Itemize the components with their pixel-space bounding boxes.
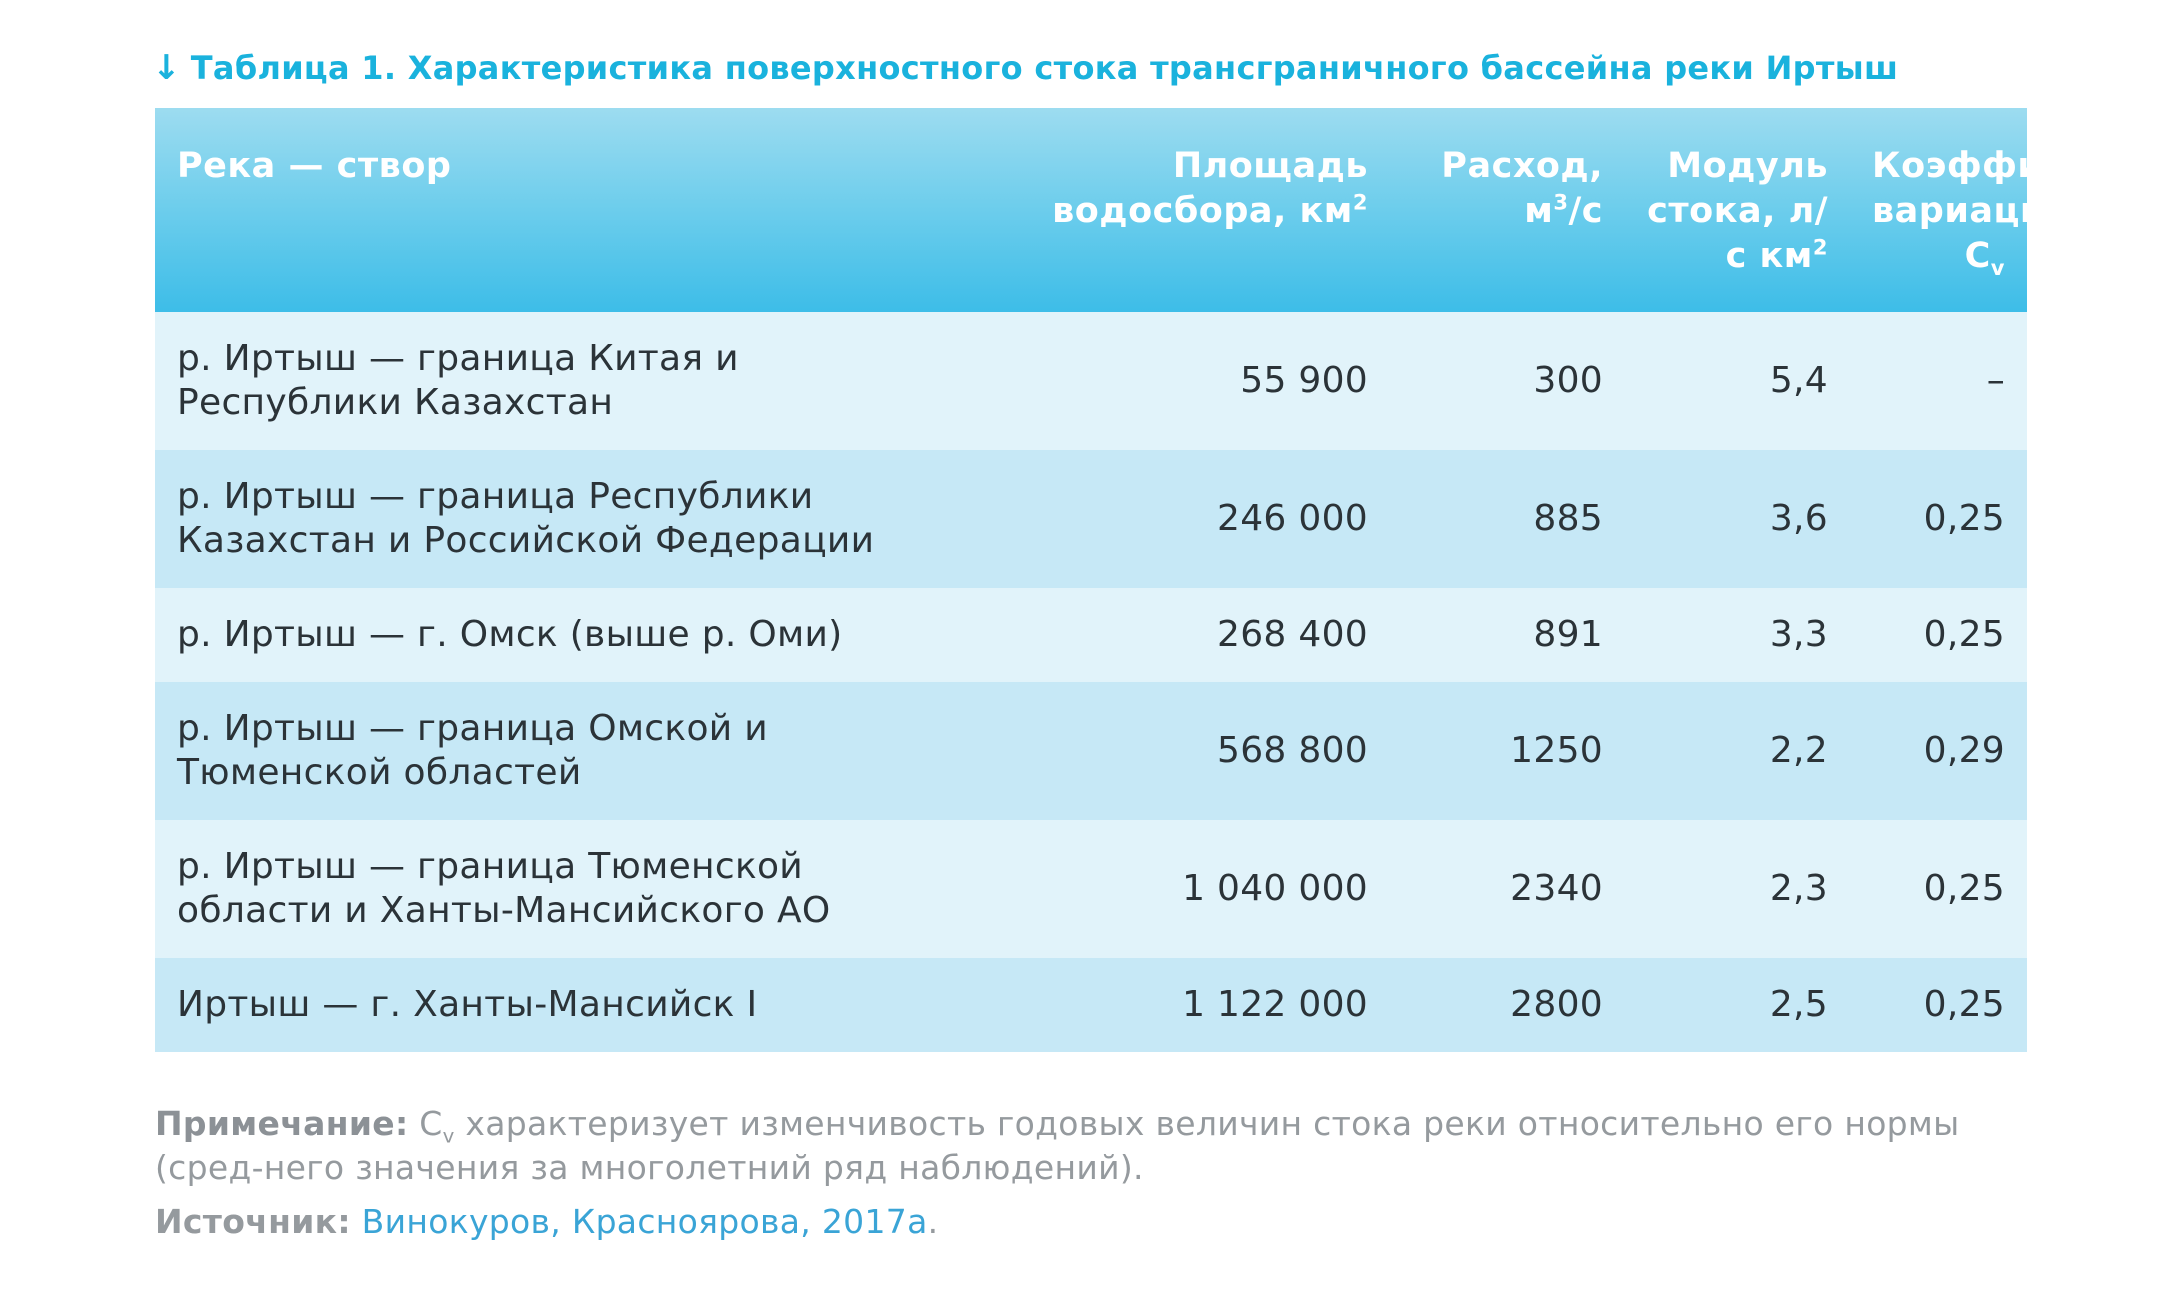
cell-flow: 1250 xyxy=(1510,730,1603,771)
cell-river: р. Иртыш — граница Тюменской области и Х… xyxy=(177,846,831,931)
footnote-label: Примечание: xyxy=(155,1104,409,1143)
table-body: р. Иртыш — граница Китая и Республики Ка… xyxy=(155,312,2027,1052)
cell-flow: 2340 xyxy=(1510,868,1603,909)
header-module: Модуль стока, л/с км2 xyxy=(1647,146,1828,276)
header-cv: Коэффициент вариации, Cv xyxy=(1872,146,2160,280)
header-row: Река — створ Площадь водосбора, км2 Расх… xyxy=(155,108,2160,312)
arrow-down-icon: ↓ xyxy=(152,48,181,88)
cell-cv: – xyxy=(1986,360,2005,401)
cell-area: 268 400 xyxy=(1217,614,1368,655)
table-row: р. Иртыш — граница Омской и Тюменской об… xyxy=(155,682,2027,820)
cell-river: р. Иртыш — граница Китая и Республики Ка… xyxy=(177,338,739,423)
cell-river: р. Иртыш — граница Омской и Тюменской об… xyxy=(177,708,768,793)
cell-module: 2,3 xyxy=(1769,868,1828,909)
cell-area: 55 900 xyxy=(1240,360,1368,401)
cell-flow: 2800 xyxy=(1510,984,1603,1025)
cell-flow: 891 xyxy=(1533,614,1603,655)
table-header: Река — створ Площадь водосбора, км2 Расх… xyxy=(155,108,2160,312)
table-row: р. Иртыш — граница Китая и Республики Ка… xyxy=(155,312,2027,450)
header-area: Площадь водосбора, км2 xyxy=(1052,146,1368,231)
caption-text: Таблица 1. Характеристика поверхностного… xyxy=(190,49,1899,87)
source-link[interactable]: Винокуров, Красноярова, 2017а xyxy=(361,1202,928,1241)
cell-cv: 0,25 xyxy=(1923,614,2005,655)
source-suffix: . xyxy=(927,1202,939,1241)
cell-river: р. Иртыш — граница Республики Казахстан … xyxy=(177,476,875,561)
cell-cv: 0,25 xyxy=(1923,498,2005,539)
data-table: Река — створ Площадь водосбора, км2 Расх… xyxy=(155,108,2160,1052)
cell-flow: 885 xyxy=(1533,498,1603,539)
cell-cv: 0,25 xyxy=(1923,868,2005,909)
cell-module: 5,4 xyxy=(1769,360,1828,401)
cell-area: 1 122 000 xyxy=(1182,984,1368,1025)
cell-cv: 0,25 xyxy=(1923,984,2005,1025)
table-row: р. Иртыш — граница Республики Казахстан … xyxy=(155,450,2027,588)
cell-area: 246 000 xyxy=(1217,498,1368,539)
cell-cv: 0,29 xyxy=(1923,730,2005,771)
cell-module: 2,5 xyxy=(1769,984,1828,1025)
source-line: Источник: Винокуров, Красноярова, 2017а. xyxy=(155,1200,2035,1244)
footnote: Примечание: Cv характеризует изменчивост… xyxy=(155,1102,2035,1190)
cv-symbol: Cv xyxy=(419,1104,455,1148)
cell-area: 1 040 000 xyxy=(1182,868,1368,909)
source-label: Источник: xyxy=(155,1202,351,1241)
cell-module: 3,3 xyxy=(1769,614,1828,655)
table-row: р. Иртыш — граница Тюменской области и Х… xyxy=(155,820,2027,958)
footnote-text: характеризует изменчивость годовых велич… xyxy=(155,1104,1960,1187)
table-row: р. Иртыш — г. Омск (выше р. Оми) 268 400… xyxy=(155,588,2027,682)
cell-module: 2,2 xyxy=(1769,730,1828,771)
header-river: Река — створ xyxy=(177,146,452,186)
header-flow: Расход, м3/с xyxy=(1441,146,1603,231)
cell-river: р. Иртыш — г. Омск (выше р. Оми) xyxy=(177,614,843,655)
cell-module: 3,6 xyxy=(1769,498,1828,539)
cell-flow: 300 xyxy=(1533,360,1603,401)
cell-area: 568 800 xyxy=(1217,730,1368,771)
table-caption: ↓ Таблица 1. Характеристика поверхностно… xyxy=(152,48,2052,88)
cell-river: Иртыш — г. Ханты-Мансийск I xyxy=(177,984,758,1025)
table-row: Иртыш — г. Ханты-Мансийск I 1 122 000 28… xyxy=(155,958,2027,1052)
